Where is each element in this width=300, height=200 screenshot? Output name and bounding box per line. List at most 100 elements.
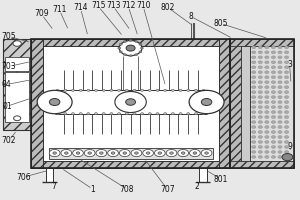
Text: 705: 705 <box>2 32 16 41</box>
Bar <box>218 39 230 168</box>
Circle shape <box>252 141 256 143</box>
Circle shape <box>271 151 275 153</box>
Text: 708: 708 <box>120 185 134 194</box>
Circle shape <box>133 113 136 115</box>
Circle shape <box>111 152 115 154</box>
Text: 710: 710 <box>136 1 151 10</box>
Circle shape <box>258 111 262 113</box>
Circle shape <box>139 51 142 53</box>
Circle shape <box>252 111 256 113</box>
Circle shape <box>265 106 269 108</box>
Circle shape <box>258 86 262 89</box>
Circle shape <box>265 66 269 69</box>
Circle shape <box>108 149 118 157</box>
Circle shape <box>146 152 150 154</box>
Circle shape <box>135 152 138 154</box>
Circle shape <box>278 66 282 69</box>
Circle shape <box>278 131 282 133</box>
Text: 1: 1 <box>90 185 95 194</box>
Circle shape <box>141 89 144 91</box>
Circle shape <box>278 106 282 108</box>
Circle shape <box>50 99 60 106</box>
Circle shape <box>49 149 60 157</box>
Circle shape <box>156 113 159 115</box>
Circle shape <box>156 89 159 91</box>
Circle shape <box>252 156 256 158</box>
Circle shape <box>258 81 262 84</box>
Circle shape <box>265 81 269 84</box>
Circle shape <box>87 89 90 91</box>
Circle shape <box>284 136 289 138</box>
Circle shape <box>129 55 132 57</box>
Circle shape <box>265 146 269 148</box>
Circle shape <box>258 106 262 108</box>
Circle shape <box>271 51 275 54</box>
Circle shape <box>271 91 275 94</box>
Circle shape <box>282 154 293 161</box>
Text: 2: 2 <box>195 182 200 191</box>
Bar <box>46 168 53 182</box>
Circle shape <box>100 152 103 154</box>
Circle shape <box>265 141 269 143</box>
Text: 713: 713 <box>106 1 121 10</box>
Circle shape <box>278 56 282 59</box>
Bar <box>31 161 230 168</box>
Circle shape <box>271 71 275 74</box>
Circle shape <box>265 76 269 79</box>
Bar <box>230 39 294 46</box>
Circle shape <box>119 43 122 45</box>
Circle shape <box>278 121 282 123</box>
Circle shape <box>37 90 72 114</box>
Circle shape <box>265 116 269 118</box>
Circle shape <box>119 149 130 157</box>
Circle shape <box>284 126 289 128</box>
Circle shape <box>71 89 74 91</box>
Circle shape <box>170 152 173 154</box>
Circle shape <box>56 89 59 91</box>
Circle shape <box>14 116 21 121</box>
Circle shape <box>278 136 282 138</box>
Circle shape <box>202 89 205 91</box>
Circle shape <box>258 76 262 79</box>
Circle shape <box>265 96 269 99</box>
Circle shape <box>252 121 256 123</box>
Circle shape <box>205 152 208 154</box>
Circle shape <box>265 56 269 59</box>
Circle shape <box>129 40 132 42</box>
Circle shape <box>252 71 256 74</box>
Circle shape <box>284 96 289 99</box>
Circle shape <box>126 99 136 105</box>
Bar <box>5 72 29 122</box>
Circle shape <box>258 136 262 138</box>
Circle shape <box>284 121 289 123</box>
Circle shape <box>140 47 143 49</box>
Circle shape <box>258 126 262 128</box>
Circle shape <box>252 136 256 138</box>
Circle shape <box>278 126 282 128</box>
Circle shape <box>258 146 262 148</box>
Circle shape <box>96 149 107 157</box>
Circle shape <box>271 136 275 138</box>
Circle shape <box>119 41 142 56</box>
Circle shape <box>265 156 269 158</box>
Circle shape <box>139 43 142 45</box>
Circle shape <box>123 41 126 43</box>
Circle shape <box>87 113 90 115</box>
Circle shape <box>158 152 162 154</box>
Circle shape <box>258 71 262 74</box>
Circle shape <box>141 113 144 115</box>
Circle shape <box>258 51 262 54</box>
Circle shape <box>201 99 212 106</box>
Text: 711: 711 <box>52 5 67 14</box>
Text: 7: 7 <box>51 182 56 191</box>
Circle shape <box>252 96 256 99</box>
Circle shape <box>284 86 289 89</box>
Bar <box>230 39 241 168</box>
Circle shape <box>148 113 151 115</box>
Circle shape <box>265 101 269 104</box>
Circle shape <box>258 151 262 153</box>
Circle shape <box>252 61 256 64</box>
Circle shape <box>265 111 269 113</box>
Text: 703: 703 <box>2 62 16 71</box>
Text: 9: 9 <box>287 142 292 151</box>
